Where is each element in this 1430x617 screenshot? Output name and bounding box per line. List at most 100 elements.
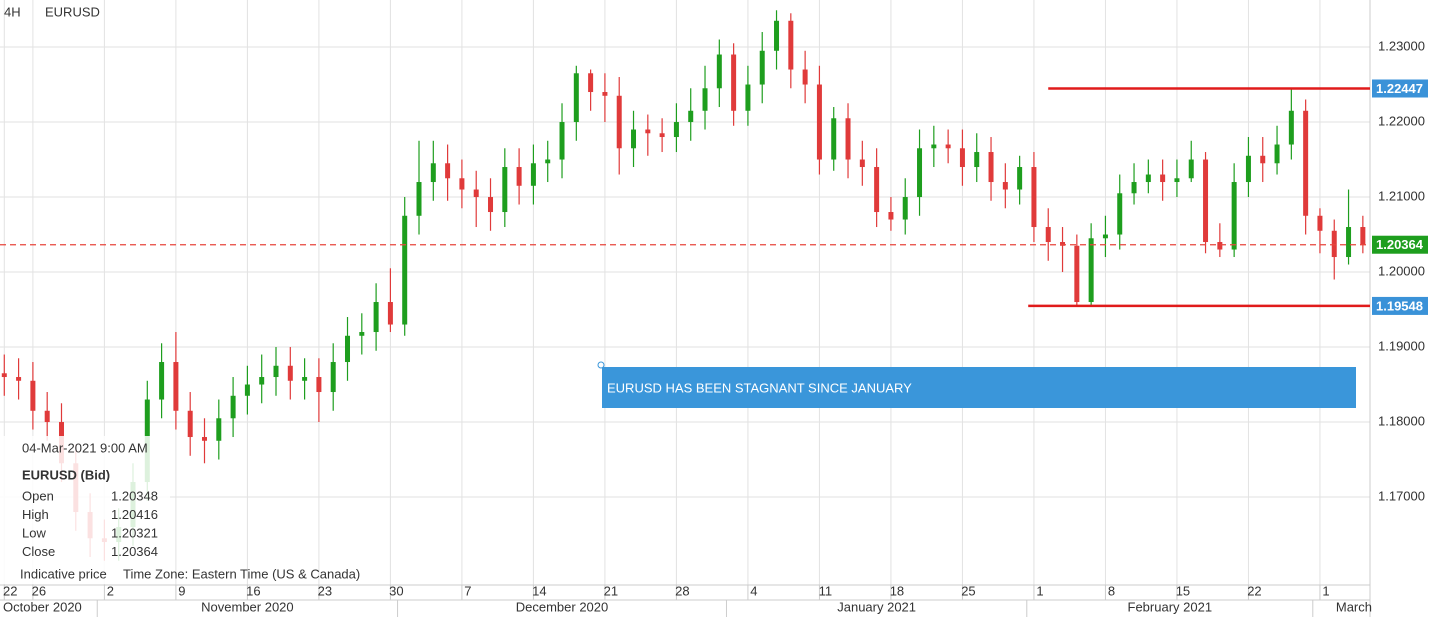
x-tick-label: 26 (32, 583, 46, 598)
candle-body (602, 92, 608, 96)
candle-body (1217, 242, 1223, 250)
annotation-box (602, 367, 1356, 408)
candle-body (816, 84, 822, 160)
x-tick-label: 2 (107, 583, 114, 598)
tooltip-value: 1.20364 (111, 544, 158, 559)
candle-body (573, 73, 579, 123)
candle-body (588, 73, 594, 93)
candle-body (502, 167, 508, 213)
candle-body (1260, 155, 1266, 164)
month-label: February 2021 (1128, 599, 1213, 614)
symbol: EURUSD (45, 4, 100, 19)
candle-body (201, 437, 207, 441)
candle-body (874, 167, 880, 213)
annotation-text: EURUSD HAS BEEN STAGNANT SINCE JANUARY (607, 380, 912, 395)
candle-body (745, 84, 751, 111)
price-tag-label: 1.20364 (1376, 237, 1424, 252)
candle-body (187, 410, 193, 438)
y-tick-label: 1.23000 (1378, 38, 1425, 53)
x-tick-label: 8 (1108, 583, 1115, 598)
candle-body (1346, 227, 1352, 258)
candle-body (702, 88, 708, 111)
candle-body (1245, 155, 1251, 183)
candle-body (1145, 174, 1151, 183)
y-tick-label: 1.17000 (1378, 488, 1425, 503)
x-tick-label: 1 (1322, 583, 1329, 598)
annotation-anchor (597, 361, 605, 369)
tooltip-key: Close (22, 544, 55, 559)
month-label: October 2020 (3, 599, 82, 614)
candle-body (445, 163, 451, 179)
candle-body (287, 365, 293, 381)
candle-body (1360, 227, 1366, 245)
x-tick-label: 1 (1036, 583, 1043, 598)
candle-body (559, 122, 565, 160)
x-tick-label: 22 (3, 583, 17, 598)
candle-body (1288, 110, 1294, 145)
candle-body (159, 362, 165, 400)
candle-body (459, 178, 465, 190)
candle-body (645, 129, 651, 134)
candle-body (1045, 227, 1051, 243)
candle-body (1303, 110, 1309, 216)
candle-body (1031, 167, 1037, 228)
candle-body (1, 373, 7, 378)
price-tag-label: 1.22447 (1376, 81, 1423, 96)
candle-body (359, 332, 365, 336)
candle-body (959, 148, 965, 168)
x-tick-label: 7 (464, 583, 471, 598)
candle-body (373, 302, 379, 333)
y-tick-label: 1.18000 (1378, 413, 1425, 428)
candle-body (616, 95, 622, 149)
candle-body (545, 159, 551, 164)
x-tick-label: 28 (675, 583, 689, 598)
candle-body (902, 197, 908, 220)
candle-body (1317, 215, 1323, 231)
month-label: March (1336, 599, 1372, 614)
candle-body (316, 377, 322, 393)
tooltip-timezone: Time Zone: Eastern Time (US & Canada) (123, 566, 360, 581)
candle-body (230, 395, 236, 419)
candle-body (1131, 182, 1137, 194)
x-tick-label: 14 (532, 583, 546, 598)
candle-body (402, 215, 408, 325)
candle-body (345, 335, 351, 363)
candle-body (716, 54, 722, 89)
candle-body (974, 152, 980, 168)
candle-body (30, 380, 36, 411)
candle-body (788, 20, 794, 70)
candle-body (888, 212, 894, 220)
tooltip-note: Indicative price (20, 566, 107, 581)
candle-body (1231, 182, 1237, 250)
timeframe: 4H (4, 4, 21, 19)
candle-body (931, 144, 937, 149)
candle-body (917, 148, 923, 198)
candle-body (416, 182, 422, 216)
price-tag-label: 1.19548 (1376, 298, 1423, 313)
candle-body (1117, 193, 1123, 235)
price-tag (1372, 296, 1428, 315)
x-tick-label: 21 (604, 583, 618, 598)
candle-body (759, 50, 765, 85)
candle-body (1174, 178, 1180, 183)
y-tick-label: 1.19000 (1378, 338, 1425, 353)
candle-body (488, 197, 494, 213)
candle-body (1074, 245, 1080, 303)
candle-body (845, 118, 851, 160)
candle-body (731, 54, 737, 111)
candle-body (530, 163, 536, 186)
candle-body (473, 189, 479, 198)
tooltip-key: High (22, 507, 49, 522)
tooltip-key: Low (22, 525, 46, 540)
x-tick-label: 16 (246, 583, 260, 598)
candle-body (802, 69, 808, 85)
candle-body (430, 163, 436, 183)
x-tick-label: 30 (389, 583, 403, 598)
x-tick-label: 23 (318, 583, 332, 598)
candle-body (216, 418, 222, 441)
candle-body (244, 384, 250, 396)
y-tick-label: 1.20000 (1378, 263, 1425, 278)
x-tick-label: 9 (178, 583, 185, 598)
